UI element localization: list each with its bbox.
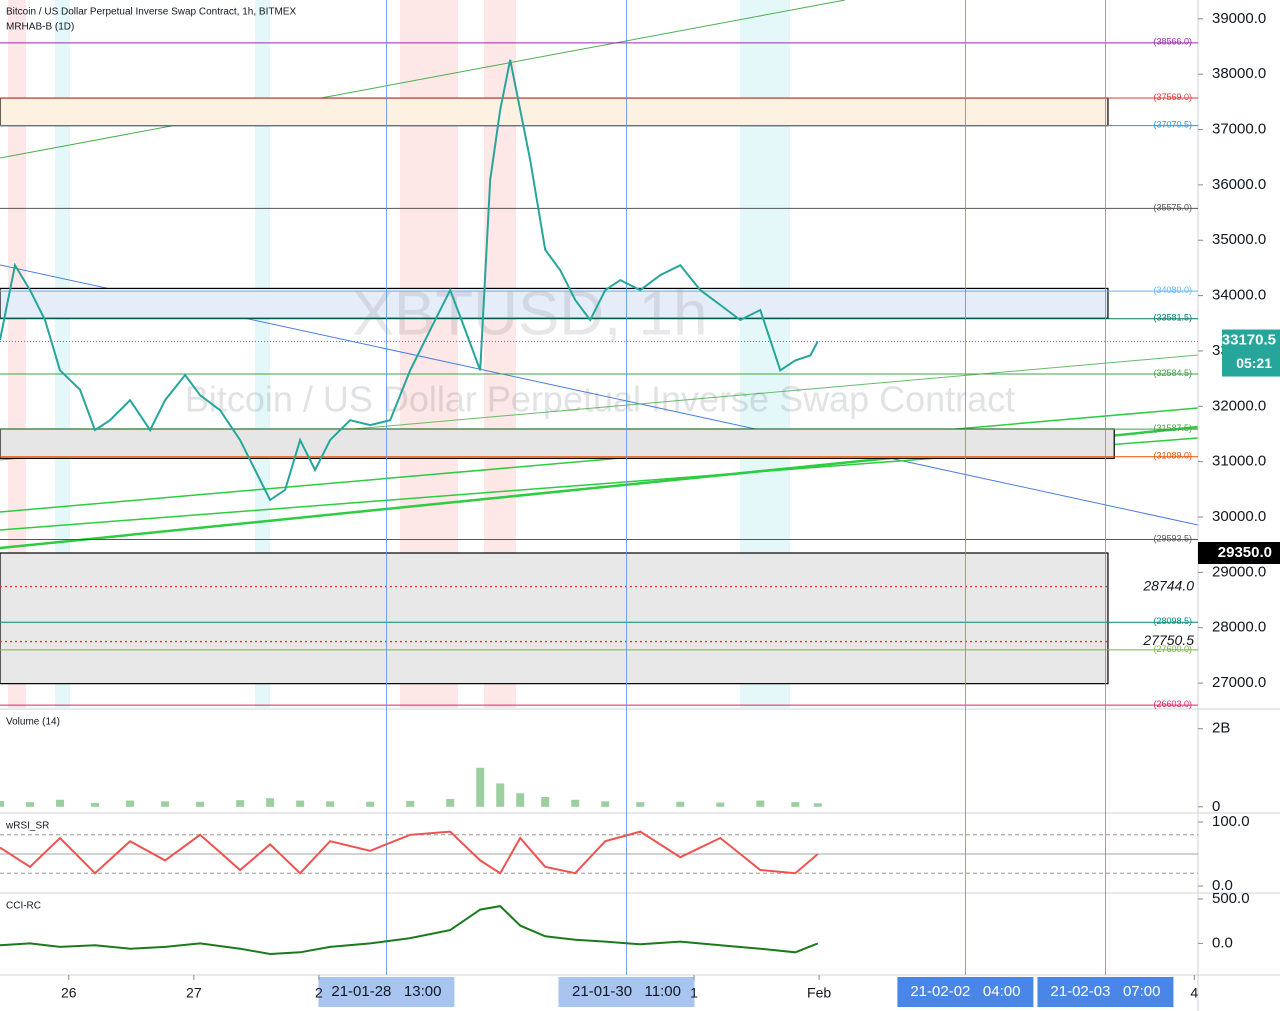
watermark-subtitle: Bitcoin / US Dollar Perpetual Inverse Sw… [185, 379, 1015, 420]
series-line [0, 905, 819, 956]
volume-bar [266, 798, 275, 807]
alert-label: 27750.5 [1142, 632, 1194, 648]
level-label: (28098.5) [1153, 616, 1192, 626]
volume-bar [161, 801, 170, 807]
time-label-box [318, 977, 455, 1007]
trend-lines [0, 0, 1199, 550]
level-label: (29593.5) [1153, 533, 1192, 543]
volume-bar [496, 783, 505, 807]
y-tick-label: 39000.0 [1212, 10, 1266, 27]
volume-bar [196, 801, 205, 807]
level-label: (27600.0) [1153, 644, 1192, 654]
level-label: (31587.5) [1153, 423, 1192, 433]
x-tick-label: Feb [807, 985, 831, 1001]
time-label-box [558, 977, 695, 1007]
y-tick-label: 0.0 [1212, 934, 1233, 951]
level-label: (37070.5) [1153, 120, 1192, 130]
level-label: (37569.0) [1153, 92, 1192, 102]
volume-bar [126, 800, 135, 807]
volume-bar [236, 800, 245, 807]
volume-bar [366, 801, 375, 807]
time-label: 21-01-30 11:00 [572, 983, 681, 1000]
time-label-box [897, 977, 1034, 1007]
volume-bar [756, 800, 765, 807]
y-tick-label: 38000.0 [1212, 65, 1266, 82]
volume-bar [26, 802, 35, 807]
y-tick-label: 2B [1212, 720, 1230, 737]
y-tick-label: 29000.0 [1212, 563, 1266, 580]
y-tick-label: 0.0 [1212, 877, 1233, 894]
x-tick-label: 27 [186, 985, 202, 1001]
time-label-box [1037, 977, 1174, 1007]
series-line [0, 830, 819, 875]
countdown: 05:21 [1236, 355, 1272, 371]
zone-box [0, 552, 1109, 685]
y-tick-label: 32000.0 [1212, 397, 1266, 414]
zone-box [0, 287, 1109, 319]
y-tick-label: 500.0 [1212, 890, 1250, 907]
level-label: (31089.0) [1153, 451, 1192, 461]
y-tick-label: 31000.0 [1212, 453, 1266, 470]
volume-bar [476, 767, 485, 807]
level-label: (38566.0) [1153, 37, 1192, 47]
pane-title: wRSI_SR [5, 821, 49, 832]
level-label: (33581.5) [1153, 313, 1192, 323]
pane-title: CCI-RC [6, 901, 41, 912]
y-tick-label: 28000.0 [1212, 619, 1266, 636]
volume-bar [571, 799, 580, 807]
x-tick-label: 4 [1190, 985, 1198, 1001]
last-price-box [1222, 329, 1280, 377]
last-price-label: 33170.5 [1222, 331, 1276, 348]
level-label: (35575.0) [1153, 202, 1192, 212]
volume-bar [326, 801, 335, 807]
level-label: (34080.0) [1153, 285, 1192, 295]
volume-bar [56, 799, 65, 807]
volume-bar [91, 802, 100, 807]
zone-box [0, 97, 1109, 127]
time-label: 21-02-03 07:00 [1050, 983, 1160, 1000]
marked-price-box [1198, 542, 1280, 565]
y-tick-label: 30000.0 [1212, 508, 1266, 525]
x-tick-label: 1 [690, 985, 698, 1001]
pane-subtitle: MRHAB-B (1D) [6, 22, 74, 33]
volume-bar [716, 802, 725, 807]
zone-box [0, 428, 1115, 459]
volume-bar [813, 803, 822, 807]
y-tick-label: 34000.0 [1212, 287, 1266, 304]
marked-price-label: 29350.0 [1218, 544, 1272, 561]
level-label: (32584.5) [1153, 368, 1192, 378]
y-tick-label: 100.0 [1212, 813, 1250, 830]
volume-bar [791, 802, 800, 807]
y-tick-label: 0 [1212, 798, 1220, 815]
alert-label: 28744.0 [1142, 577, 1194, 593]
time-label: 21-02-02 04:00 [910, 983, 1020, 1000]
volume-bar [296, 800, 305, 807]
watermark: XBTUSD, 1h [353, 279, 708, 348]
volume-bar [601, 801, 610, 807]
pane-title: Volume (14) [6, 717, 60, 728]
volume-bar [636, 802, 645, 807]
volume-bar [406, 800, 415, 807]
x-tick-label: 26 [61, 985, 77, 1001]
pane-title: Bitcoin / US Dollar Perpetual Inverse Sw… [6, 7, 296, 18]
volume-bar [541, 797, 550, 807]
y-tick-label: 36000.0 [1212, 176, 1266, 193]
volume-bar [516, 793, 525, 807]
volume-bar [676, 801, 685, 807]
y-tick-label: 37000.0 [1212, 121, 1266, 138]
level-label: (26603.0) [1153, 699, 1192, 709]
series-line [0, 59, 819, 502]
volume-bar [446, 799, 455, 807]
volume-bar [0, 800, 4, 807]
x-tick-label: 2 [315, 985, 323, 1001]
y-tick-label: 35000.0 [1212, 231, 1266, 248]
time-label: 21-01-28 13:00 [331, 983, 441, 1000]
y-tick-label: 27000.0 [1212, 674, 1266, 691]
